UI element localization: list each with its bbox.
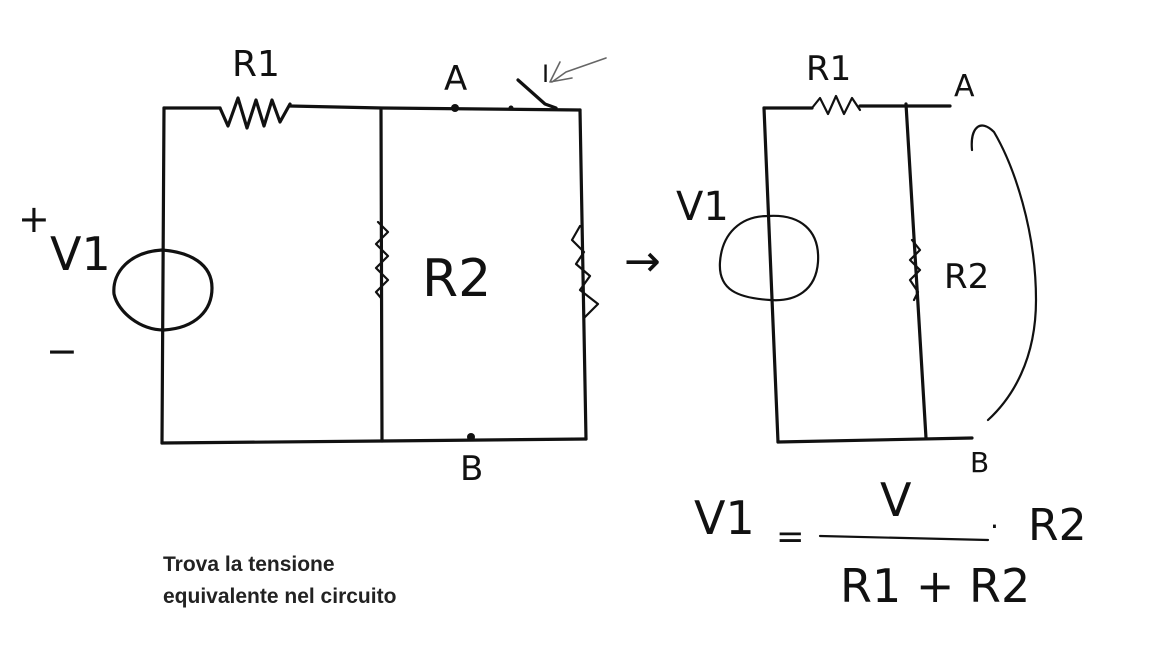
- left-voltage-source-circle: [112, 248, 214, 332]
- right-r2-resistor: [908, 238, 922, 302]
- formula-denominator: R1 + R2: [840, 559, 1030, 613]
- right-circuit: R1 A V1 R2 B: [676, 49, 1038, 479]
- left-middle-wire: [379, 108, 384, 443]
- left-right-resistor: [570, 224, 600, 320]
- switch-dot: [508, 105, 514, 111]
- left-switch: [516, 78, 558, 110]
- right-node-a-label: A: [954, 69, 975, 104]
- right-source-label: V1: [676, 184, 729, 230]
- right-node-b-label: B: [970, 446, 989, 479]
- left-middle-resistor: [374, 220, 390, 300]
- right-middle-wire: [904, 102, 928, 440]
- left-node-b-label: B: [460, 449, 483, 489]
- formula-lhs: V1: [694, 491, 755, 545]
- current-arrow-icon: [549, 57, 607, 83]
- voltage-measure-arc: [970, 124, 1038, 422]
- left-circuit: R1 A I + V1 − R2 B: [18, 44, 607, 489]
- fraction-bar: [818, 534, 990, 542]
- caption-line-2: equivalente nel circuito: [163, 585, 397, 608]
- left-plus-sign: +: [18, 197, 50, 241]
- left-r1-label: R1: [232, 44, 280, 85]
- problem-caption: Trova la tensione equivalente nel circui…: [163, 549, 396, 613]
- caption-line-1: Trova la tensione: [163, 553, 335, 576]
- right-r1-resistor: [810, 94, 862, 116]
- formula-dot: ·: [990, 510, 999, 543]
- transform-arrow-icon: →: [624, 236, 661, 287]
- left-bottom-wire: [160, 437, 588, 445]
- left-current-label: I: [542, 60, 549, 88]
- right-bottom-wire: [776, 436, 974, 444]
- left-right-wire: [578, 108, 588, 441]
- formula-equals: =: [776, 517, 805, 557]
- left-r2-label: R2: [422, 249, 491, 309]
- formula: V1 = V · R2 R1 + R2: [694, 473, 1087, 613]
- node-a-dot: [451, 104, 459, 112]
- formula-numerator: V: [880, 473, 912, 527]
- right-r1-label: R1: [806, 49, 851, 89]
- left-left-wire: [160, 106, 166, 445]
- left-r1-resistor: [218, 96, 292, 130]
- left-node-a-label: A: [444, 59, 467, 99]
- left-minus-sign: −: [46, 329, 78, 373]
- left-top-wire-2: [288, 104, 582, 112]
- right-voltage-source-circle: [718, 214, 820, 302]
- node-b-dot: [467, 433, 475, 441]
- left-source-label: V1: [50, 227, 111, 281]
- formula-factor: R2: [1028, 500, 1087, 551]
- right-left-wire: [762, 106, 780, 444]
- right-r2-label: R2: [944, 257, 989, 297]
